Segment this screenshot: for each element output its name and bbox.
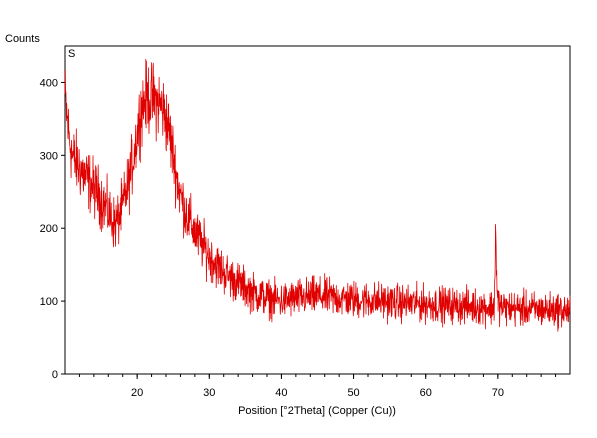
- x-tick-label: 70: [492, 387, 504, 399]
- x-tick-label: 30: [203, 387, 215, 399]
- x-tick-label: 40: [275, 387, 287, 399]
- y-axis-label: Counts: [5, 33, 40, 45]
- x-axis: 20 30 40 50 60 70: [78, 374, 557, 399]
- x-tick-label: 60: [420, 387, 432, 399]
- x-tick-label: 50: [347, 387, 359, 399]
- x-axis-label: Position [°2Theta] (Copper (Cu)): [238, 405, 396, 417]
- y-tick-label: 0: [52, 369, 58, 381]
- x-tick-label: 20: [131, 387, 143, 399]
- plot-frame: [64, 45, 571, 375]
- sample-label: S: [68, 48, 75, 60]
- series-line: [64, 58, 571, 332]
- y-tick-label: 100: [40, 296, 58, 308]
- y-axis: 0 100 200 300 400: [40, 77, 65, 381]
- y-tick-label: 400: [40, 77, 58, 89]
- y-tick-label: 200: [40, 223, 58, 235]
- y-tick-label: 300: [40, 150, 58, 162]
